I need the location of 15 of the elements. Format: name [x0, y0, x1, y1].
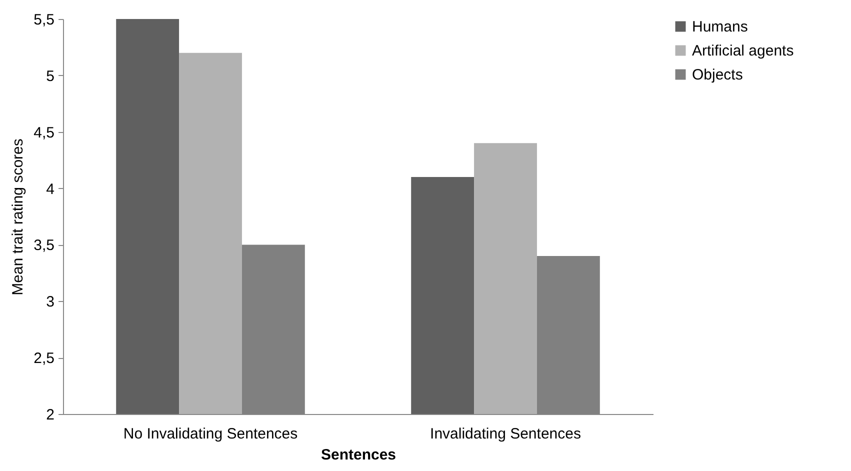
- y-tick-label: 5,5: [34, 12, 54, 28]
- y-tick-label: 2: [46, 406, 54, 424]
- y-tick-label: 2,5: [34, 350, 54, 368]
- x-tick-label: Invalidating Sentences: [430, 426, 581, 442]
- y-tick-label: 4,5: [34, 124, 54, 142]
- y-axis-title: Mean trait rating scores: [10, 138, 27, 296]
- y-tick-label: 4: [46, 180, 54, 198]
- y-tick-label: 5: [46, 68, 54, 85]
- y-tick-label: 3,5: [34, 237, 54, 254]
- legend-label: Artificial agents: [692, 42, 794, 60]
- y-tick-label: 3: [46, 294, 54, 311]
- x-tick-label: No Invalidating Sentences: [123, 426, 298, 442]
- legend-label: Humans: [692, 18, 748, 36]
- x-axis-title: Sentences: [320, 446, 396, 464]
- legend-label: Objects: [692, 66, 743, 84]
